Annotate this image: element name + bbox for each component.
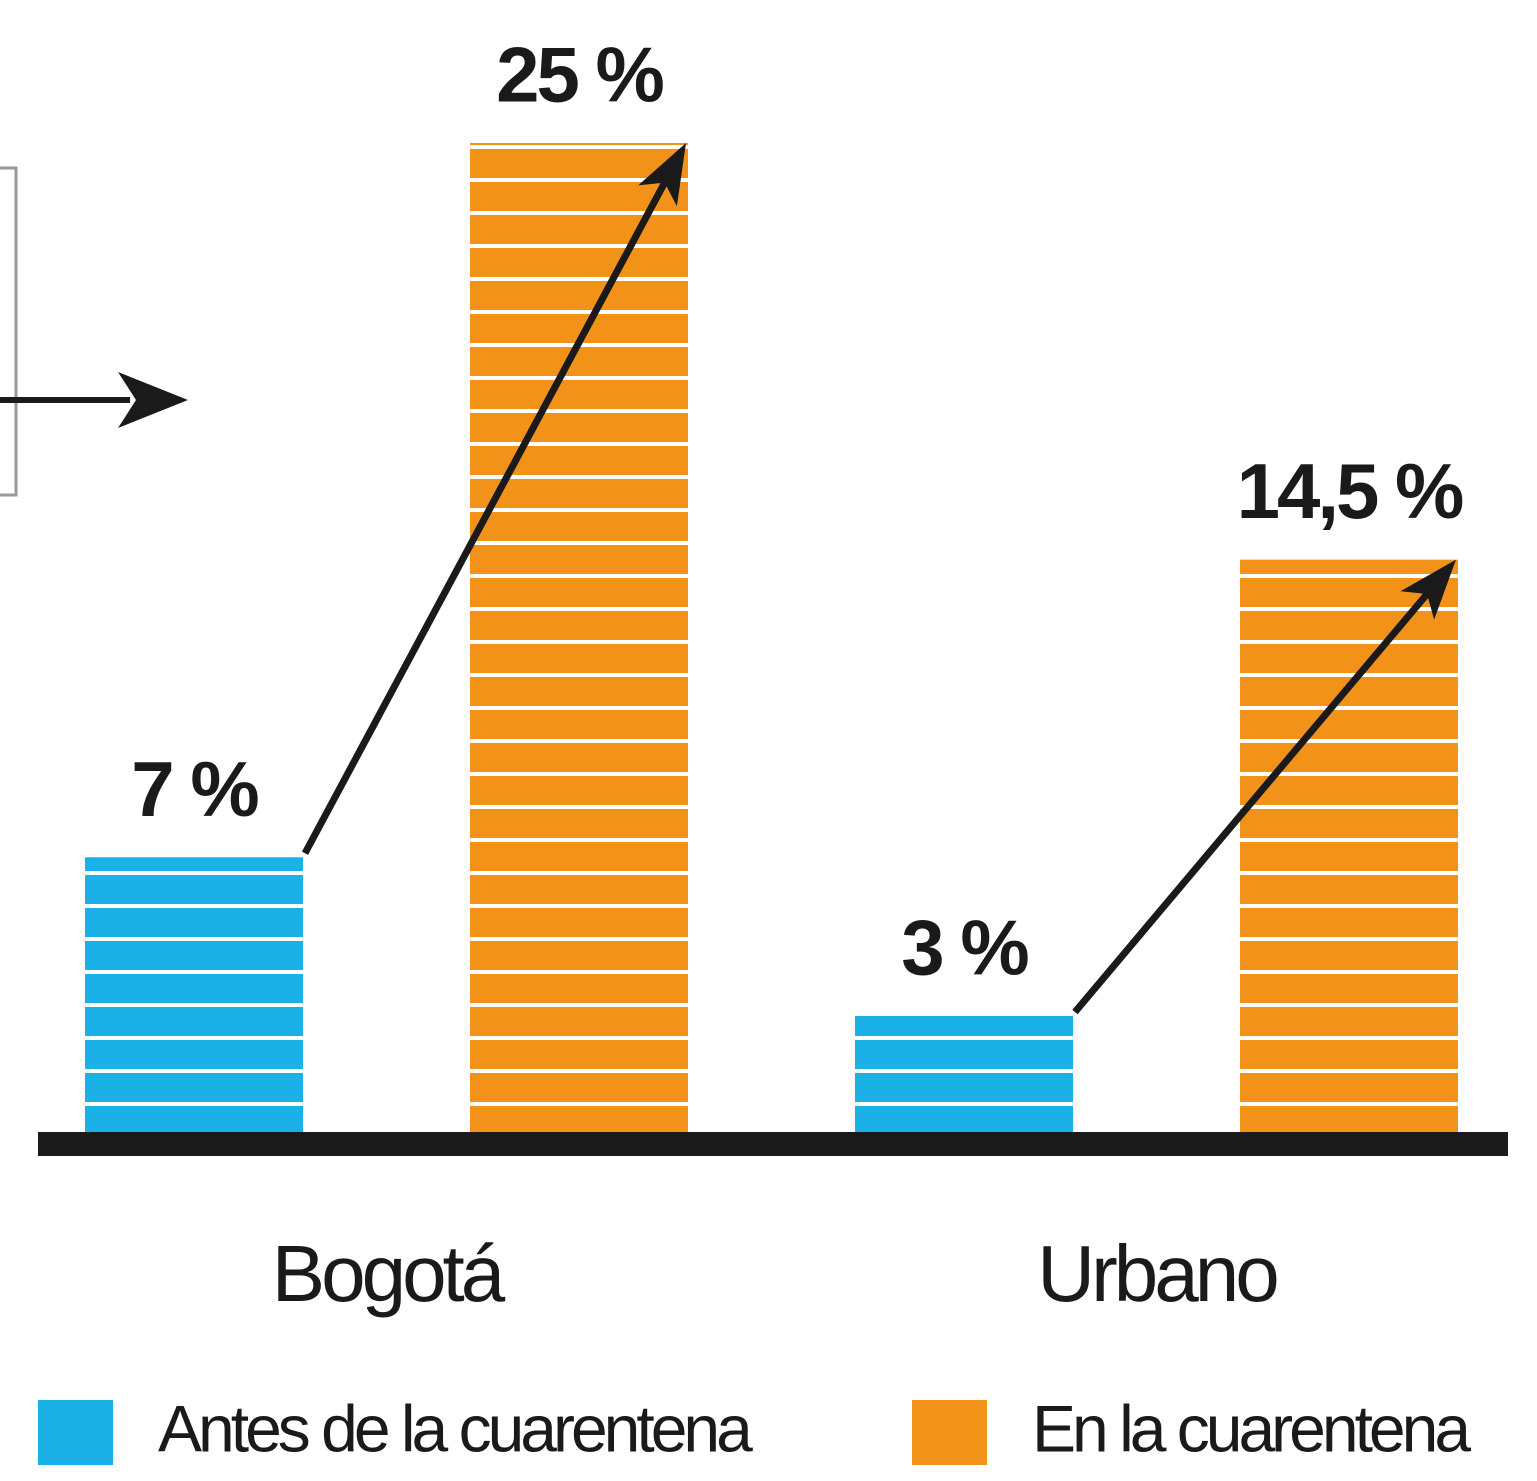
x-tick-label: Urbano (1037, 1229, 1277, 1318)
legend-label: En la cuarentena (1032, 1391, 1471, 1465)
left-decoration (0, 166, 188, 497)
plot: 7 % 25 % 3 % 14,5 % (85, 31, 1466, 1135)
bar (855, 1015, 1073, 1135)
trend-arrow (1072, 587, 1433, 1015)
value-label: 7 % (131, 745, 258, 833)
arrow-head (1400, 559, 1456, 620)
x-tick-label: Bogotá (272, 1229, 506, 1318)
trend-arrow (301, 176, 671, 855)
value-label: 3 % (901, 904, 1028, 992)
value-label: 25 % (496, 31, 663, 119)
legend-swatch (38, 1400, 113, 1465)
legend-label: Antes de la cuarentena (158, 1391, 753, 1465)
baseline (38, 1132, 1508, 1156)
bar (85, 857, 303, 1135)
bar (470, 143, 688, 1135)
bar (1240, 559, 1458, 1135)
value-label: 14,5 % (1237, 447, 1463, 535)
arrow-head (638, 143, 686, 207)
legend-swatch (912, 1400, 987, 1465)
